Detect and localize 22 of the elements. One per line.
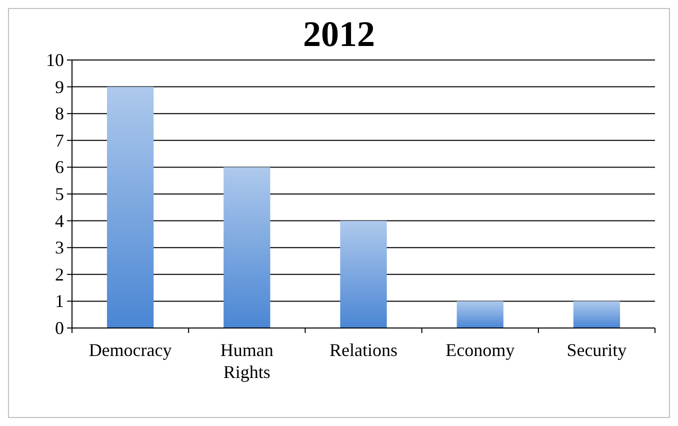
y-tick-label: 2: [55, 264, 64, 284]
bar: [224, 167, 270, 328]
chart-title: 2012: [303, 14, 375, 54]
bar: [106, 86, 154, 328]
y-tick-label: 4: [55, 210, 64, 231]
y-tick-label: 3: [55, 238, 64, 258]
y-tick-label: 8: [55, 104, 64, 124]
bar: [456, 301, 504, 328]
y-tick-label: 5: [55, 184, 64, 204]
y-tick-label: 9: [55, 76, 64, 97]
bar: [340, 220, 387, 328]
x-tick-label: Economy: [446, 340, 515, 360]
x-tick-label: Human Rights: [220, 340, 274, 382]
y-tick-label: 10: [46, 50, 64, 70]
y-tick-label: 0: [55, 318, 64, 338]
x-tick-label: Relations: [330, 340, 398, 360]
x-tick-label: Democracy: [88, 340, 172, 360]
y-tick-label: 1: [55, 291, 64, 312]
y-tick-label: 7: [55, 130, 64, 150]
x-tick-label: Security: [566, 340, 627, 360]
bar: [573, 301, 620, 328]
y-tick-label: 6: [55, 157, 64, 178]
